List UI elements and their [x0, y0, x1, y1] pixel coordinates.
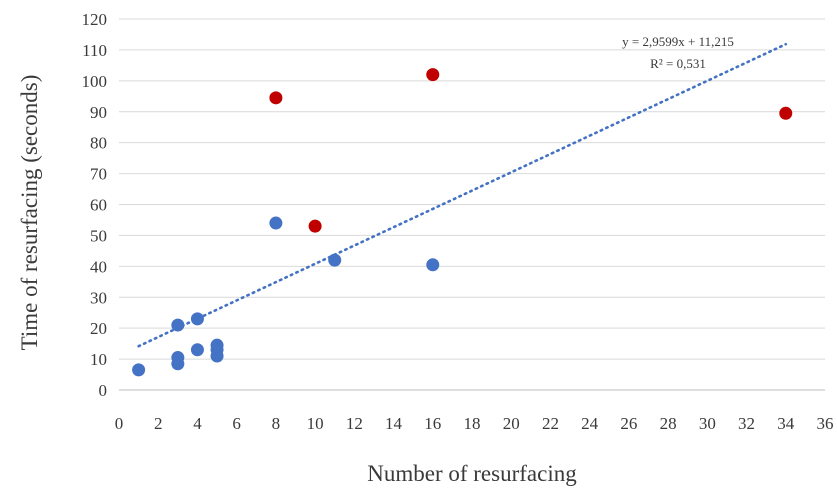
x-tick-label: 16 — [424, 414, 441, 433]
x-tick-label: 6 — [232, 414, 241, 433]
y-tick-label: 100 — [82, 72, 108, 91]
y-tick-label: 30 — [90, 288, 107, 307]
x-tick-label: 14 — [385, 414, 403, 433]
y-tick-label: 20 — [90, 319, 107, 338]
x-axis-title: Number of resurfacing — [367, 461, 577, 486]
data-point — [269, 91, 283, 105]
x-tick-label: 0 — [115, 414, 124, 433]
y-tick-label: 70 — [90, 165, 107, 184]
x-tick-label: 28 — [660, 414, 677, 433]
y-axis-ticks: 0 10 20 30 40 50 60 70 80 90 100 110 120 — [82, 10, 108, 400]
trendline-group — [137, 42, 788, 348]
y-tick-label: 90 — [90, 103, 107, 122]
y-tick-label: 40 — [90, 257, 107, 276]
x-tick-label: 20 — [503, 414, 520, 433]
trendline-r2: R² = 0,531 — [650, 56, 706, 71]
data-point — [328, 253, 342, 267]
x-tick-label: 8 — [272, 414, 281, 433]
y-tick-label: 120 — [82, 10, 108, 29]
x-tick-label: 2 — [154, 414, 163, 433]
x-tick-label: 36 — [817, 414, 834, 433]
x-tick-label: 32 — [738, 414, 755, 433]
y-axis-title: Time of resurfacing (seconds) — [17, 75, 42, 351]
y-tick-label: 80 — [90, 134, 107, 153]
data-point — [190, 312, 204, 326]
x-axis-ticks: 0 2 4 6 8 10 12 14 16 18 20 22 24 26 28 30 32 34 36 — [115, 414, 834, 433]
y-tick-label: 10 — [90, 350, 107, 369]
data-point — [779, 106, 793, 120]
data-point — [171, 318, 185, 332]
x-tick-label: 30 — [699, 414, 716, 433]
data-points — [132, 68, 793, 377]
data-point — [308, 219, 322, 233]
y-tick-label: 60 — [90, 196, 107, 215]
data-point — [269, 216, 283, 230]
data-point — [190, 343, 204, 357]
data-point — [426, 258, 440, 272]
x-tick-label: 18 — [464, 414, 481, 433]
data-point — [210, 349, 224, 363]
x-tick-label: 12 — [346, 414, 363, 433]
x-tick-label: 4 — [193, 414, 202, 433]
x-tick-label: 34 — [777, 414, 795, 433]
x-tick-label: 24 — [581, 414, 599, 433]
y-tick-label: 110 — [82, 41, 107, 60]
y-tick-label: 0 — [99, 381, 108, 400]
x-tick-label: 10 — [307, 414, 324, 433]
x-tick-label: 22 — [542, 414, 559, 433]
data-point — [171, 357, 185, 371]
x-tick-label: 26 — [620, 414, 637, 433]
data-point — [132, 363, 146, 377]
trendline — [137, 42, 788, 348]
trendline-equation: y = 2,9599x + 11,215 — [622, 34, 734, 49]
gridlines — [119, 18, 825, 391]
data-point — [426, 68, 440, 82]
y-tick-label: 50 — [90, 226, 107, 245]
